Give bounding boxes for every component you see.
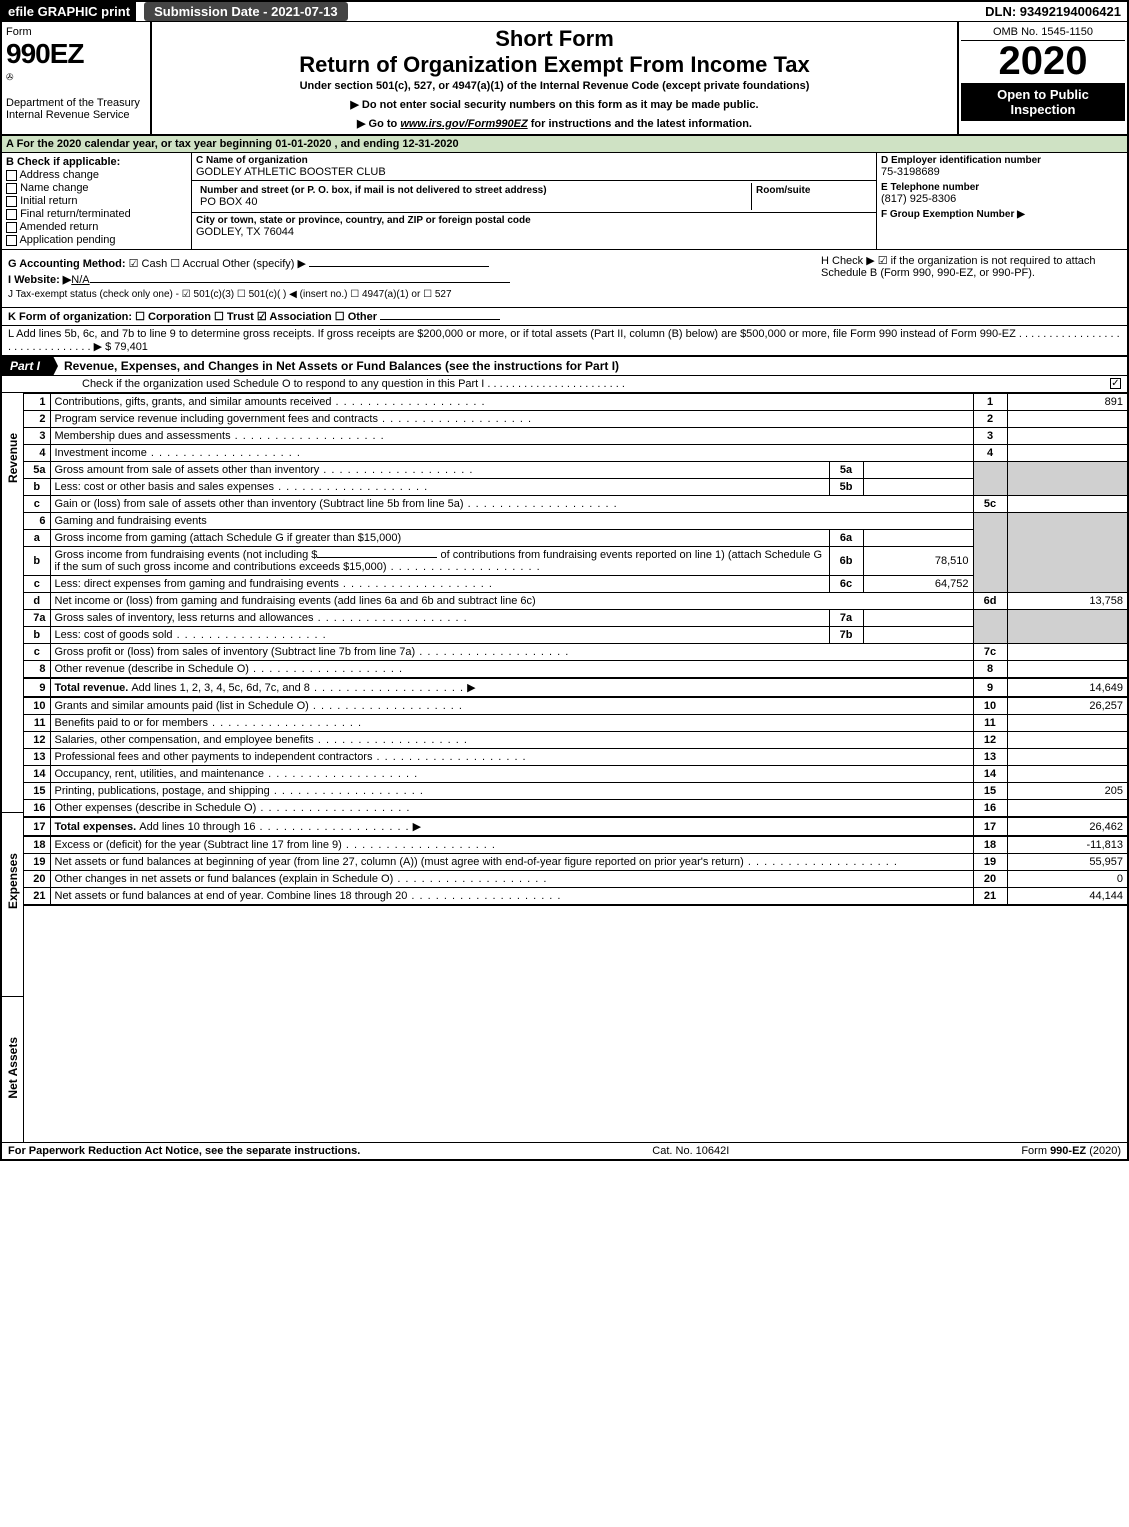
short-form-title: Short Form [158,26,951,52]
header-left: Form 990EZ ✇ Department of the Treasury … [2,22,152,134]
org-name-label: C Name of organization [196,155,872,166]
under-section: Under section 501(c), 527, or 4947(a)(1)… [158,80,951,92]
website-value: N/A [71,274,89,286]
cb-amended-return[interactable]: Amended return [6,221,187,233]
col-d-ids: D Employer identification number75-31986… [877,153,1127,249]
dept-treasury: Department of the Treasury [6,97,146,109]
part-i-tag: Part I [2,357,58,375]
tax-year: 2020 [961,41,1125,81]
form-header: Form 990EZ ✇ Department of the Treasury … [2,22,1127,136]
cb-final-return[interactable]: Final return/terminated [6,208,187,220]
cb-name-change[interactable]: Name change [6,182,187,194]
top-bar: efile GRAPHIC print Submission Date - 20… [2,2,1127,22]
line-6: 6Gaming and fundraising events [24,513,1127,530]
cb-initial-return[interactable]: Initial return [6,195,187,207]
form-number: 990EZ [6,38,146,70]
line-10: 10Grants and similar amounts paid (list … [24,697,1127,715]
line-4: 4Investment income4 [24,445,1127,462]
ssn-note: ▶ Do not enter social security numbers o… [158,98,951,111]
col-b-header: B Check if applicable: [6,156,187,168]
col-b-checkboxes: B Check if applicable: Address change Na… [2,153,192,249]
page-footer: For Paperwork Reduction Act Notice, see … [2,1142,1127,1159]
net-assets-label: Net Assets [6,997,20,1139]
line-3: 3Membership dues and assessments3 [24,428,1127,445]
row-j: J Tax-exempt status (check only one) - ☑… [8,289,1121,300]
col-c-org: C Name of organization GODLEY ATHLETIC B… [192,153,877,249]
row-a-tax-year: A For the 2020 calendar year, or tax yea… [2,136,1127,153]
line-5b: bLess: cost or other basis and sales exp… [24,479,1127,496]
tel-label: E Telephone number [881,182,1123,193]
ein-label: D Employer identification number [881,155,1123,166]
line-17: 17Total expenses. Add lines 10 through 1… [24,817,1127,836]
open-public-box: Open to Public Inspection [961,83,1125,121]
line-6a: aGross income from gaming (attach Schedu… [24,530,1127,547]
crest-icon: ✇ [6,72,146,83]
goto-link[interactable]: www.irs.gov/Form990EZ [400,118,527,130]
part-i-header: Part I Revenue, Expenses, and Changes in… [2,357,1127,376]
goto-post: for instructions and the latest informat… [528,118,752,130]
line-6b: bGross income from fundraising events (n… [24,547,1127,576]
street-label: Number and street (or P. O. box, if mail… [200,185,747,196]
street-value: PO BOX 40 [200,196,747,208]
entity-block: B Check if applicable: Address change Na… [2,153,1127,250]
line-11: 11Benefits paid to or for members11 [24,715,1127,732]
line-1: 1Contributions, gifts, grants, and simil… [24,394,1127,411]
line-9: 9Total revenue. Add lines 1, 2, 3, 4, 5c… [24,678,1127,697]
schedule-o-checkbox[interactable] [1110,378,1121,389]
irs-label: Internal Revenue Service [6,109,146,121]
cb-address-change[interactable]: Address change [6,169,187,181]
line-7b: bLess: cost of goods sold7b [24,627,1127,644]
line-13: 13Professional fees and other payments t… [24,749,1127,766]
form-title: Return of Organization Exempt From Incom… [158,52,951,78]
gross-receipts: 79,401 [114,341,148,353]
line-15: 15Printing, publications, postage, and s… [24,783,1127,800]
rows-g-to-j: H Check ▶ ☑ if the organization is not r… [2,250,1127,308]
lines-table: 1Contributions, gifts, grants, and simil… [24,393,1127,906]
city-value: GODLEY, TX 76044 [196,226,872,238]
goto-note: ▶ Go to www.irs.gov/Form990EZ for instru… [158,117,951,130]
dln-label: DLN: 93492194006421 [979,2,1127,21]
tel-value: (817) 925-8306 [881,193,1123,205]
header-middle: Short Form Return of Organization Exempt… [152,22,957,134]
part-i-body: Revenue Expenses Net Assets 1Contributio… [2,393,1127,1142]
side-labels: Revenue Expenses Net Assets [2,393,24,1142]
line-7a: 7aGross sales of inventory, less returns… [24,610,1127,627]
form-ref: Form 990-EZ (2020) [1021,1145,1121,1157]
city-label: City or town, state or province, country… [196,215,872,226]
form-word: Form [6,26,146,38]
part-i-title: Revenue, Expenses, and Changes in Net As… [58,359,1127,373]
header-right: OMB No. 1545-1150 2020 Open to Public In… [957,22,1127,134]
room-label: Room/suite [756,185,868,196]
line-5a: 5aGross amount from sale of assets other… [24,462,1127,479]
line-14: 14Occupancy, rent, utilities, and mainte… [24,766,1127,783]
cat-no: Cat. No. 10642I [652,1145,729,1157]
line-5c: cGain or (loss) from sale of assets othe… [24,496,1127,513]
line-12: 12Salaries, other compensation, and empl… [24,732,1127,749]
expenses-label: Expenses [6,813,20,949]
paperwork-notice: For Paperwork Reduction Act Notice, see … [8,1145,360,1157]
form-page: efile GRAPHIC print Submission Date - 20… [0,0,1129,1161]
line-6d: dNet income or (loss) from gaming and fu… [24,593,1127,610]
line-21: 21Net assets or fund balances at end of … [24,888,1127,906]
line-19: 19Net assets or fund balances at beginni… [24,854,1127,871]
submission-date: Submission Date - 2021-07-13 [144,2,348,21]
cb-application-pending[interactable]: Application pending [6,234,187,246]
line-7c: cGross profit or (loss) from sales of in… [24,644,1127,661]
part-i-sub: Check if the organization used Schedule … [2,376,1127,393]
goto-pre: ▶ Go to [357,118,400,130]
group-exemption-label: F Group Exemption Number ▶ [881,209,1123,220]
row-k: K Form of organization: ☐ Corporation ☐ … [2,308,1127,326]
row-h: H Check ▶ ☑ if the organization is not r… [821,254,1121,279]
line-20: 20Other changes in net assets or fund ba… [24,871,1127,888]
ein-value: 75-3198689 [881,166,1123,178]
line-8: 8Other revenue (describe in Schedule O)8 [24,661,1127,679]
line-2: 2Program service revenue including gover… [24,411,1127,428]
row-l: L Add lines 5b, 6c, and 7b to line 9 to … [2,326,1127,357]
org-name: GODLEY ATHLETIC BOOSTER CLUB [196,166,872,178]
revenue-label: Revenue [6,393,20,523]
efile-label: efile GRAPHIC print [2,2,136,21]
line-6c: cLess: direct expenses from gaming and f… [24,576,1127,593]
line-16: 16Other expenses (describe in Schedule O… [24,800,1127,818]
line-18: 18Excess or (deficit) for the year (Subt… [24,836,1127,854]
